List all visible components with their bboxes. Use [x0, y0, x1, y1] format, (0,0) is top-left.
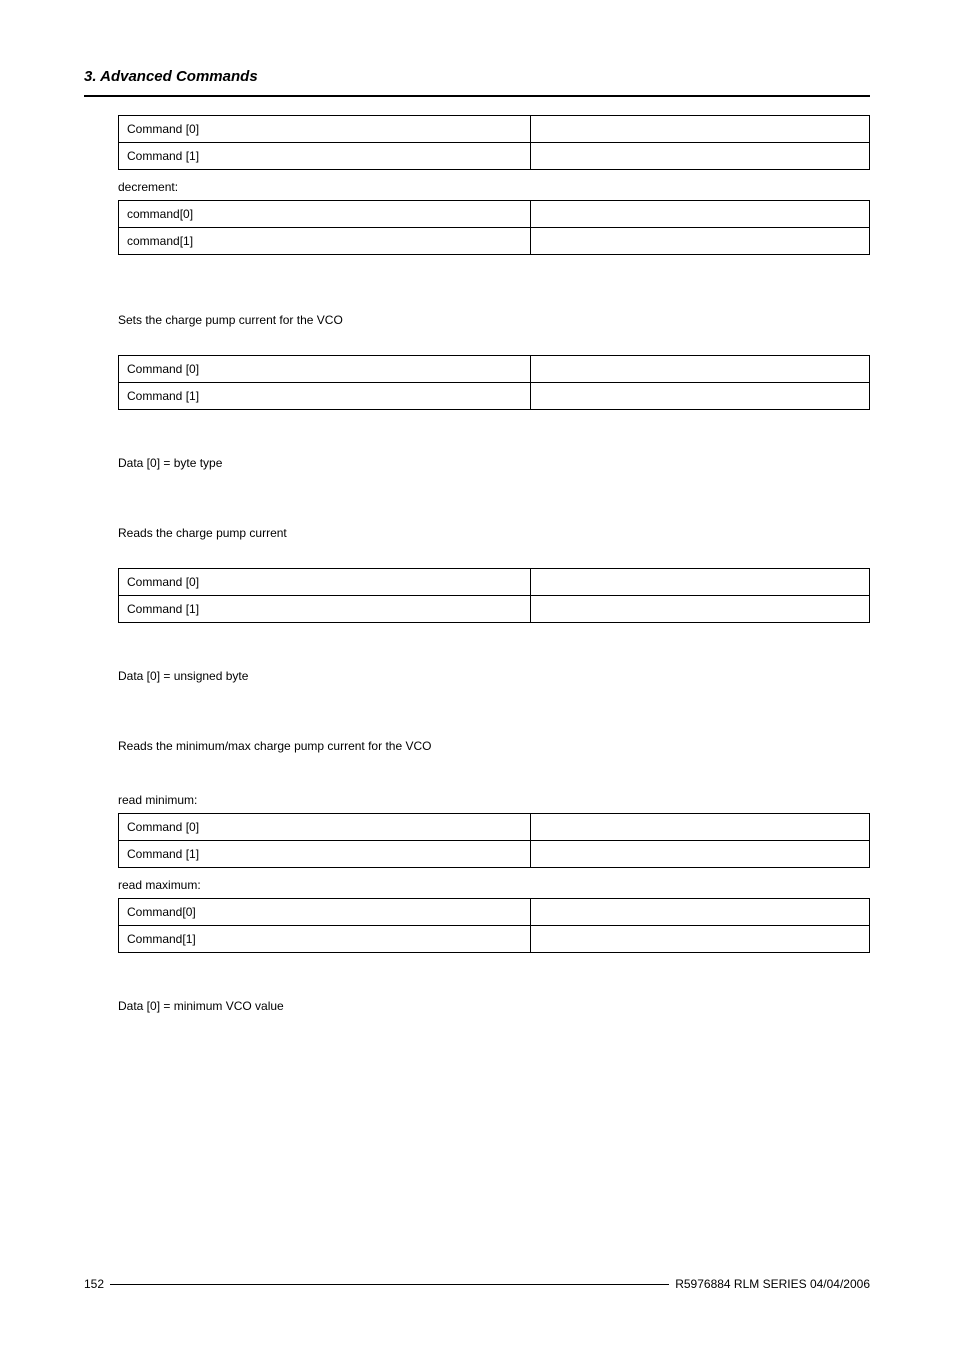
cell-command-index: Command [1] — [119, 841, 531, 868]
cell-command-index: Command [0] — [119, 356, 531, 383]
cell-value — [531, 841, 870, 868]
cell-value — [531, 569, 870, 596]
cell-command-index: Command [0] — [119, 116, 531, 143]
section-note: Data [0] = unsigned byte — [118, 669, 870, 683]
cell-command-index: Command[1] — [119, 926, 531, 953]
cell-command-index: Command [0] — [119, 814, 531, 841]
cell-value — [531, 116, 870, 143]
cell-value — [531, 356, 870, 383]
table-row: command[0] — [119, 201, 870, 228]
header-rule — [84, 95, 870, 97]
section-note: Data [0] = minimum VCO value — [118, 999, 870, 1013]
cell-command-index: Command[0] — [119, 899, 531, 926]
command-table: Command [0] Command [1] — [118, 355, 870, 410]
table-row: Command [1] — [119, 841, 870, 868]
section-heading: 3. Advanced Commands — [84, 68, 870, 85]
cell-value — [531, 926, 870, 953]
table-label: read minimum: — [118, 793, 870, 807]
table-label: decrement: — [118, 180, 870, 194]
cell-command-index: Command [1] — [119, 383, 531, 410]
section-note: Data [0] = byte type — [118, 456, 870, 470]
command-table: Command [0] Command [1] — [118, 568, 870, 623]
command-table: Command [0] Command [1] — [118, 813, 870, 868]
footer-rule — [110, 1284, 669, 1285]
cell-command-index: Command [0] — [119, 569, 531, 596]
page-number: 152 — [84, 1277, 104, 1291]
table-row: Command [1] — [119, 143, 870, 170]
table-row: Command [0] — [119, 814, 870, 841]
command-table: Command [0] Command [1] — [118, 115, 870, 170]
cell-command-index: command[0] — [119, 201, 531, 228]
table-row: Command[1] — [119, 926, 870, 953]
cell-value — [531, 596, 870, 623]
section-description: Reads the charge pump current — [118, 526, 870, 540]
cell-value — [531, 383, 870, 410]
cell-value — [531, 899, 870, 926]
command-table: Command[0] Command[1] — [118, 898, 870, 953]
page-footer: 152 R5976884 RLM SERIES 04/04/2006 — [84, 1277, 870, 1291]
table-row: Command [1] — [119, 383, 870, 410]
table-row: Command [0] — [119, 356, 870, 383]
table-row: command[1] — [119, 228, 870, 255]
section-description: Sets the charge pump current for the VCO — [118, 313, 870, 327]
cell-value — [531, 228, 870, 255]
section-description: Reads the minimum/max charge pump curren… — [118, 739, 870, 753]
command-table: command[0] command[1] — [118, 200, 870, 255]
cell-command-index: command[1] — [119, 228, 531, 255]
table-label: read maximum: — [118, 878, 870, 892]
cell-value — [531, 201, 870, 228]
table-row: Command[0] — [119, 899, 870, 926]
table-row: Command [0] — [119, 116, 870, 143]
cell-command-index: Command [1] — [119, 143, 531, 170]
cell-value — [531, 143, 870, 170]
table-row: Command [1] — [119, 596, 870, 623]
footer-revision: R5976884 RLM SERIES 04/04/2006 — [675, 1277, 870, 1291]
cell-value — [531, 814, 870, 841]
cell-command-index: Command [1] — [119, 596, 531, 623]
table-row: Command [0] — [119, 569, 870, 596]
